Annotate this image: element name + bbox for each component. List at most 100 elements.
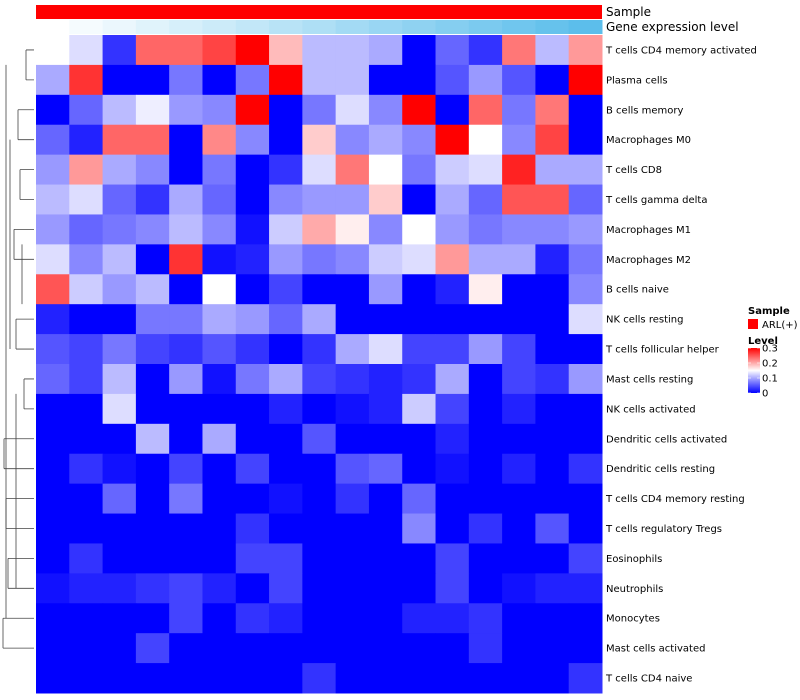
heatmap-cell: [468, 513, 503, 544]
heatmap-cell: [402, 543, 437, 574]
heatmap-cell: [335, 483, 370, 515]
heatmap-cell: [235, 124, 270, 156]
heatmap-cell: [102, 603, 137, 634]
row-label: Macrophages M2: [606, 255, 691, 266]
dendrogram-branch: [15, 318, 34, 350]
heatmap-cell: [302, 184, 337, 215]
heatmap-cell: [402, 274, 437, 305]
heatmap-cell: [368, 64, 403, 96]
heatmap-cell: [535, 453, 570, 485]
heatmap-cell: [335, 543, 370, 574]
dendrogram-branch: [7, 558, 34, 589]
heatmap-cell: [502, 64, 536, 96]
heatmap-cell: [169, 214, 203, 245]
heatmap-cell: [235, 633, 270, 664]
heatmap-cell: [535, 633, 570, 664]
heatmap-cell: [135, 35, 170, 66]
heatmap-cell: [468, 64, 503, 96]
heatmap-cell: [535, 214, 570, 245]
dendrogram-branch: [2, 617, 34, 649]
heatmap-cell: [36, 64, 70, 96]
heatmap-cell: [169, 334, 203, 365]
heatmap-cell: [402, 94, 437, 126]
heatmap-cell: [568, 184, 603, 215]
row-label: NK cells resting: [606, 315, 683, 326]
heatmap-cell: [202, 573, 237, 604]
heatmap-cell: [502, 154, 536, 186]
heatmap-cell: [202, 633, 237, 664]
heatmap-cell: [269, 453, 303, 485]
heatmap-cell: [368, 334, 403, 365]
expression-annotation-cell: [169, 20, 203, 34]
heatmap-cell: [169, 244, 203, 275]
heatmap-cell: [135, 124, 170, 156]
heatmap-cell: [102, 334, 137, 365]
expression-annotation-cell: [502, 20, 536, 34]
heatmap-cell: [502, 663, 536, 694]
heatmap-cell: [502, 184, 536, 215]
heatmap-cell: [202, 663, 237, 694]
heatmap-cell: [302, 513, 337, 544]
heatmap-cell: [468, 543, 503, 574]
heatmap-cell: [269, 304, 303, 335]
heatmap-cell: [36, 483, 70, 515]
row-label: Mast cells activated: [606, 644, 705, 655]
heatmap-cell: [235, 603, 270, 634]
heatmap-cell: [36, 633, 70, 664]
heatmap-cell: [169, 94, 203, 126]
heatmap-cell: [535, 573, 570, 604]
heatmap-cell: [468, 184, 503, 215]
heatmap-cell: [235, 393, 270, 425]
heatmap-cell: [502, 124, 536, 156]
heatmap-cell: [302, 154, 337, 186]
dendrogram-branch: [17, 109, 34, 141]
heatmap-cell: [335, 513, 370, 544]
heatmap-cell: [69, 124, 104, 156]
heatmap-cell: [202, 423, 237, 455]
heatmap-cell: [435, 334, 470, 365]
heatmap-cell: [435, 423, 470, 455]
legend-sample-title: Sample: [748, 306, 790, 317]
heatmap-cell: [568, 513, 603, 544]
heatmap-cell: [502, 633, 536, 664]
heatmap-cell: [535, 274, 570, 305]
heatmap-cell: [368, 393, 403, 425]
heatmap-cell: [169, 483, 203, 515]
heatmap-cell: [269, 334, 303, 365]
heatmap-cell: [36, 573, 70, 604]
heatmap-cell: [135, 573, 170, 604]
heatmap-cell: [169, 543, 203, 574]
heatmap-cell: [269, 184, 303, 215]
heatmap-cell: [535, 94, 570, 126]
heatmap-cell: [502, 364, 536, 395]
heatmap-cell: [402, 603, 437, 634]
dendrogram-branch: [5, 498, 34, 529]
heatmap-cell: [468, 244, 503, 275]
heatmap-cell: [502, 603, 536, 634]
heatmap-cell: [535, 304, 570, 335]
heatmap-cell: [69, 334, 104, 365]
heatmap-cell: [335, 184, 370, 215]
heatmap-cell: [402, 364, 437, 395]
heatmap-cell: [102, 304, 137, 335]
heatmap-cell: [468, 483, 503, 515]
heatmap-cell: [202, 214, 237, 245]
heatmap-cell: [402, 124, 437, 156]
heatmap-cell: [435, 244, 470, 275]
heatmap-cell: [135, 663, 170, 694]
row-label: Monocytes: [606, 614, 660, 625]
heatmap-cell: [69, 35, 104, 66]
heatmap-cell: [102, 94, 137, 126]
heatmap-cell: [269, 483, 303, 515]
heatmap-cell: [169, 184, 203, 215]
expression-annotation-cell: [302, 20, 337, 34]
heatmap-cell: [102, 513, 137, 544]
heatmap-cell: [302, 244, 337, 275]
heatmap-cell: [302, 603, 337, 634]
heatmap-cell: [135, 543, 170, 574]
heatmap-cell: [502, 513, 536, 544]
heatmap-cell: [36, 124, 70, 156]
expression-annotation-label: Gene expression level: [606, 20, 739, 34]
heatmap-cell: [269, 633, 303, 664]
heatmap-cell: [202, 393, 237, 425]
